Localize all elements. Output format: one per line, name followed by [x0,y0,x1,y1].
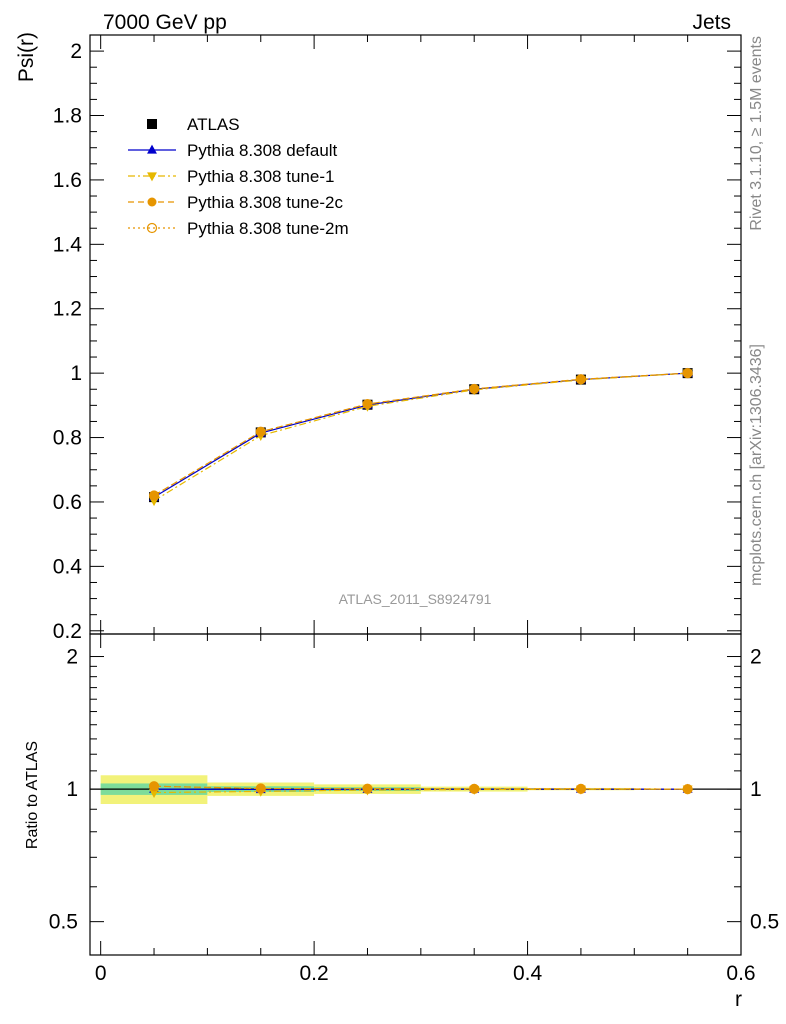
data-point-marker-circle-3-2 [362,399,372,409]
data-point-marker-circle-3-3 [469,384,479,394]
data-point-marker-triangle-down-legend-2 [147,172,157,182]
x-axis-label: r [735,988,742,1011]
y-tick-label: 2 [70,40,82,63]
ratio-plot-panel: 0.5 0.5 1 1 2 2 0 0.2 0.4 0.6 [49,633,779,985]
data-point-marker-open-circle-3-2 [362,783,373,794]
series-line-2 [154,785,688,790]
data-point-marker-open-circle-4-5 [682,368,693,379]
data-point-marker-open-circle-3-4 [575,783,587,794]
data-point-marker-circle-3-4 [576,374,586,384]
data-point-marker-open-circle-legend-4 [146,222,158,234]
x-tick-label: 0.4 [513,962,543,985]
series-line-1 [154,788,688,794]
y-tick-label: 0.2 [53,620,82,643]
data-point-marker-open-circle-4-3 [469,383,480,395]
y-tick-label: 0.8 [53,427,82,450]
ratio-frame [89,633,742,956]
data-point-marker-circle-2-5 [683,784,693,794]
data-point-marker-open-circle-3-5 [682,783,693,795]
series-line-2 [153,372,688,502]
y-tick-label: 1.2 [53,298,82,321]
series-line-3 [154,785,688,790]
ratio-y-tick-label: 1 [66,778,78,801]
ratio-y-tick-label-right: 0.5 [750,911,779,934]
legend-label: Pythia 8.308 default [187,141,338,160]
y-tick-label: 1.4 [53,233,83,256]
data-point-marker-open-circle-3-1 [255,783,266,794]
x-tick-label: 0.6 [726,962,755,985]
series-line-4 [153,372,688,497]
legend-label: Pythia 8.308 tune-1 [187,167,334,186]
data-point-marker-open-circle-4-4 [575,374,587,385]
data-point-marker-circle-2-2 [362,784,372,794]
data-point-marker-triangle-down-1-0 [149,788,159,798]
ratio-y-tick-label-right: 2 [750,646,762,669]
main-y-axis-label: Psi(r) [15,32,38,82]
source-label: mcplots.cern.ch [arXiv:1306.3436] [748,344,765,586]
data-point-marker-square-legend-0 [147,119,157,129]
process-label: Jets [692,11,731,34]
series-line-1 [153,372,688,498]
y-tick-label: 1.8 [53,105,82,128]
data-point-marker-open-circle-3-0 [148,781,160,792]
x-tick-label: 0 [95,962,107,985]
main-plot-panel: 0.2 0.4 0.6 0.8 1 1.2 1.4 1.6 1.8 2 [53,34,742,643]
series-line-3 [153,372,688,497]
y-tick-label: 1 [70,362,82,385]
y-tick-label: 0.4 [53,555,83,578]
y-tick-label: 1.6 [53,169,82,192]
legend-label: Pythia 8.308 tune-2m [187,219,349,238]
x-tick-label: 0.2 [300,962,329,985]
energy-label: 7000 GeV pp [103,11,227,34]
data-point-marker-open-circle-4-2 [362,398,373,410]
ratio-y-axis-label: Ratio to ATLAS [24,741,41,849]
ratio-y-tick-label-right: 1 [750,778,762,801]
data-point-marker-circle-3-1 [256,427,266,437]
legend-label: ATLAS [187,115,240,134]
legend-label: Pythia 8.308 tune-2c [187,193,343,212]
ratio-y-tick-label: 2 [66,646,78,669]
ratio-y-tick-label: 0.5 [49,911,78,934]
data-point-marker-open-circle-3-3 [469,783,480,794]
data-point-marker-open-circle-4-1 [255,426,266,437]
y-tick-label: 0.6 [53,491,82,514]
legend: ATLAS Pythia 8.308 default Pythia 8.308 tu… [128,115,349,238]
analysis-label: ATLAS_2011_S8924791 [339,591,492,607]
data-point-marker-triangle-up-legend-1 [147,144,157,154]
data-point-marker-circle-legend-3 [147,197,157,207]
data-point-marker-open-circle-4-0 [148,490,160,501]
rivet-label: Rivet 3.1.10, ≥ 1.5M events [748,36,765,231]
